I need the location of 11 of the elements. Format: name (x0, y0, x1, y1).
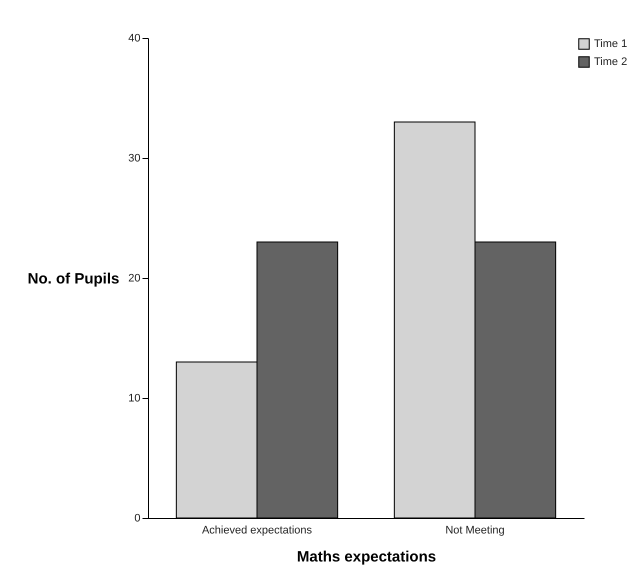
x-axis-title: Maths expectations (296, 548, 436, 566)
y-tick-label: 20 (128, 272, 140, 284)
y-tick-label: 0 (134, 512, 140, 524)
y-tick-label: 30 (128, 152, 140, 164)
y-tick-label: 10 (128, 392, 140, 404)
y-tick-label: 40 (128, 32, 140, 44)
x-tick-label: Not Meeting (445, 524, 505, 536)
legend-label: Time 2 (594, 56, 628, 68)
legend-label: Time 1 (594, 38, 628, 50)
y-axis-title: No. of Pupils (28, 270, 120, 288)
x-tick-label: Achieved expectations (202, 524, 313, 536)
